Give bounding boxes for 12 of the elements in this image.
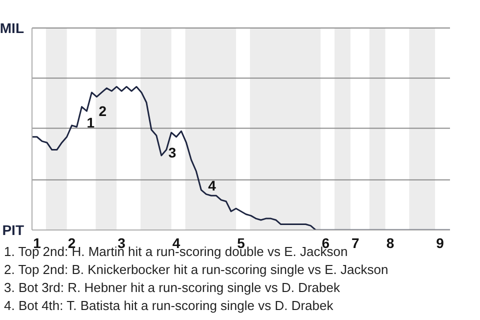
text: 4. Bot 4th: T. Batista hit a run-scoring single vs D. Drabek xyxy=(4,297,334,315)
text: 3. Bot 3rd: R. Hebner hit a run-scoring single vs D. Drabek xyxy=(4,279,341,297)
annotation: 4 xyxy=(208,178,216,194)
x-tick-label: 8 xyxy=(386,234,394,251)
text: 2. Top 2nd: B. Knickerbocker hit a run-scoring single vs E. Jackson xyxy=(4,261,388,279)
text: PIT xyxy=(2,222,24,238)
x-tick-label: 9 xyxy=(436,234,444,251)
annotation: 2 xyxy=(98,103,107,120)
x-tick-label: 7 xyxy=(352,234,360,251)
annotation: 3 xyxy=(168,144,176,161)
text: MIL xyxy=(0,20,24,36)
annotation: 1 xyxy=(86,114,95,131)
